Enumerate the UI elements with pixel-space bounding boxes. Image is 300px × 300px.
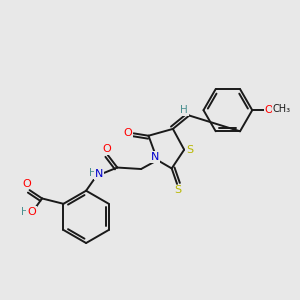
Text: N: N	[151, 152, 159, 162]
Text: O: O	[123, 128, 132, 138]
Text: O: O	[27, 207, 36, 217]
Text: H: H	[21, 207, 29, 218]
Text: O: O	[102, 144, 111, 154]
Text: O: O	[265, 105, 274, 115]
Text: N: N	[95, 169, 103, 179]
Text: S: S	[186, 145, 193, 155]
Text: H: H	[89, 168, 97, 178]
Text: S: S	[174, 185, 181, 195]
Text: H: H	[180, 105, 188, 115]
Text: O: O	[23, 178, 32, 189]
Text: CH₃: CH₃	[273, 104, 291, 114]
